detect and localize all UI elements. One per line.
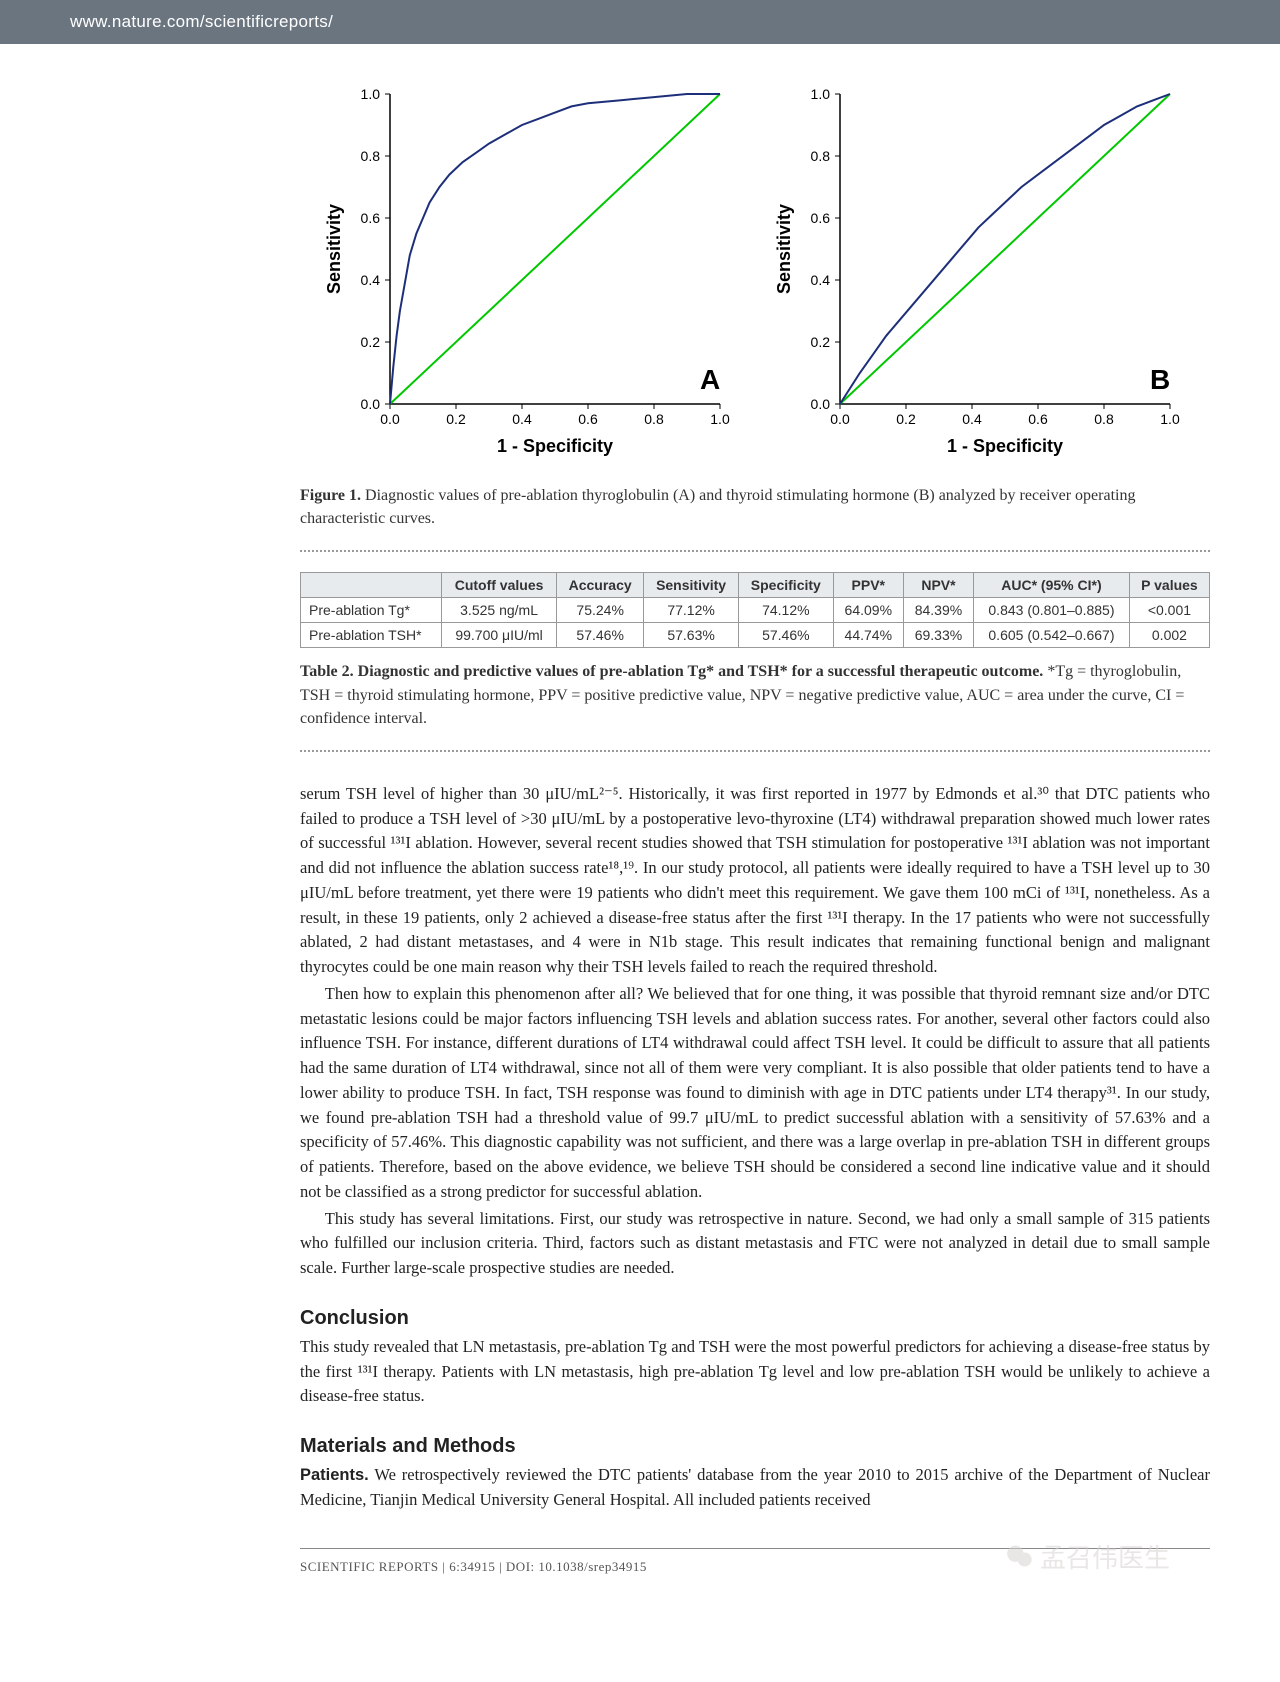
body-text: serum TSH level of higher than 30 μIU/mL… — [300, 782, 1210, 1513]
divider-2 — [300, 750, 1210, 752]
svg-text:Sensitivity: Sensitivity — [324, 204, 344, 294]
table-2: Cutoff valuesAccuracySensitivitySpecific… — [300, 572, 1210, 648]
journal-url: www.nature.com/scientificreports/ — [70, 12, 333, 31]
svg-text:0.6: 0.6 — [1028, 411, 1048, 427]
table-2-caption: Table 2. Diagnostic and predictive value… — [300, 660, 1210, 730]
watermark-text: 孟召伟医生 — [1040, 1538, 1170, 1575]
svg-text:0.6: 0.6 — [811, 210, 831, 226]
svg-text:A: A — [700, 364, 720, 395]
table-header: NPV* — [903, 573, 973, 598]
svg-text:0.6: 0.6 — [578, 411, 598, 427]
svg-text:1.0: 1.0 — [361, 86, 381, 102]
svg-text:B: B — [1150, 364, 1170, 395]
svg-text:0.2: 0.2 — [896, 411, 916, 427]
paragraph-2: Then how to explain this phenomenon afte… — [300, 982, 1210, 1205]
paragraph-3: This study has several limitations. Firs… — [300, 1207, 1210, 1281]
table-header: Cutoff values — [442, 573, 557, 598]
table-2-title: Diagnostic and predictive values of pre-… — [358, 663, 1044, 680]
svg-text:0.2: 0.2 — [361, 334, 381, 350]
svg-text:0.6: 0.6 — [361, 210, 381, 226]
figure-1-prefix: Figure 1. — [300, 487, 361, 504]
conclusion-heading: Conclusion — [300, 1303, 1210, 1333]
figure-1: 0.0 0.2 0.4 0.6 0.8 1.0 0.0 0.2 0.4 0.6 0.8 1.0 1 - … — [300, 84, 1210, 469]
table-row: Pre-ablation Tg*3.525 ng/mL75.24%77.12%7… — [301, 598, 1210, 623]
roc-panel-b: 0.0 0.2 0.4 0.6 0.8 1.0 0.0 0.2 0.4 0.6 0.8 1.0 1 - … — [770, 84, 1190, 469]
svg-text:1 - Specificity: 1 - Specificity — [497, 436, 613, 456]
table-header: Specificity — [738, 573, 833, 598]
svg-text:0.0: 0.0 — [380, 411, 400, 427]
conclusion-text: This study revealed that LN metastasis, … — [300, 1335, 1210, 1409]
table-row: Pre-ablation TSH*99.700 μIU/ml57.46%57.6… — [301, 623, 1210, 648]
figure-1-caption: Figure 1. Diagnostic values of pre-ablat… — [300, 484, 1210, 530]
table-2-prefix: Table 2. — [300, 663, 354, 680]
watermark: 孟召伟医生 — [1006, 1538, 1170, 1575]
svg-text:Sensitivity: Sensitivity — [774, 204, 794, 294]
methods-text: Patients. We retrospectively reviewed th… — [300, 1463, 1210, 1513]
svg-text:0.8: 0.8 — [1094, 411, 1114, 427]
journal-header: www.nature.com/scientificreports/ — [0, 0, 1280, 44]
svg-text:1.0: 1.0 — [710, 411, 730, 427]
svg-text:1 - Specificity: 1 - Specificity — [947, 436, 1063, 456]
methods-heading: Materials and Methods — [300, 1431, 1210, 1461]
svg-text:0.0: 0.0 — [811, 396, 831, 412]
svg-text:0.8: 0.8 — [644, 411, 664, 427]
svg-text:0.2: 0.2 — [811, 334, 831, 350]
table-header: Sensitivity — [644, 573, 739, 598]
roc-panel-a: 0.0 0.2 0.4 0.6 0.8 1.0 0.0 0.2 0.4 0.6 0.8 1.0 1 - … — [320, 84, 740, 469]
methods-sub: Patients. — [300, 1466, 369, 1484]
svg-text:0.8: 0.8 — [361, 148, 381, 164]
svg-text:1.0: 1.0 — [811, 86, 831, 102]
divider-1 — [300, 550, 1210, 552]
paragraph-1: serum TSH level of higher than 30 μIU/mL… — [300, 782, 1210, 980]
footer-citation: SCIENTIFIC REPORTS | 6:34915 | DOI: 10.1… — [300, 1559, 647, 1574]
table-header — [301, 573, 442, 598]
wechat-icon — [1006, 1542, 1034, 1570]
svg-text:0.4: 0.4 — [811, 272, 831, 288]
svg-text:0.2: 0.2 — [446, 411, 466, 427]
svg-text:0.4: 0.4 — [962, 411, 982, 427]
table-header: P values — [1129, 573, 1209, 598]
methods-body: We retrospectively reviewed the DTC pati… — [300, 1465, 1210, 1509]
svg-text:0.4: 0.4 — [512, 411, 532, 427]
svg-text:0.4: 0.4 — [361, 272, 381, 288]
svg-text:1.0: 1.0 — [1160, 411, 1180, 427]
svg-text:0.8: 0.8 — [811, 148, 831, 164]
svg-text:0.0: 0.0 — [830, 411, 850, 427]
table-header: AUC* (95% CI*) — [974, 573, 1130, 598]
svg-text:0.0: 0.0 — [361, 396, 381, 412]
table-header: Accuracy — [557, 573, 644, 598]
table-header: PPV* — [833, 573, 903, 598]
figure-1-body: Diagnostic values of pre-ablation thyrog… — [300, 487, 1135, 527]
